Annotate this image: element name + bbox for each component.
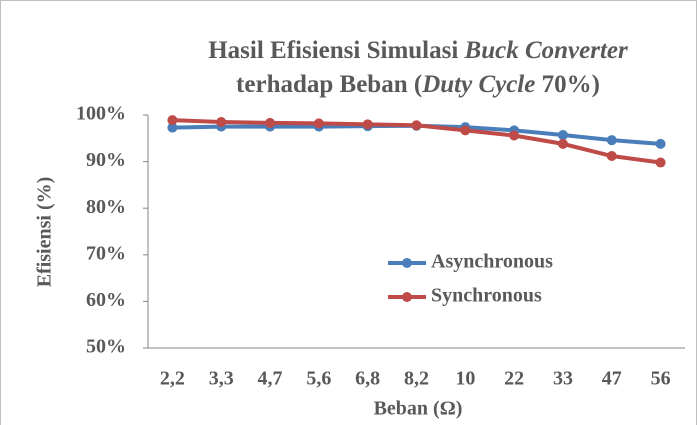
x-tick-label: 4,7 [258,368,283,390]
title-part: terhadap Beban ( [236,71,422,98]
title-part: Buck Converter [464,37,628,64]
data-point [557,130,568,141]
y-tick-label: 70% [86,242,126,264]
data-point [509,130,520,141]
title-part: Hasil Efisiensi Simulasi [208,37,464,64]
data-point [216,116,227,127]
x-tick-label: 10 [455,368,475,390]
data-point [557,138,568,149]
x-tick-label: 47 [602,368,622,390]
data-point [362,119,373,130]
y-tick-label: 90% [86,149,126,171]
x-tick-label: 33 [553,368,573,390]
x-tick-label: 2,2 [160,368,185,390]
legend-label: Asynchronous [431,251,553,273]
data-point [460,125,471,136]
x-tick-label: 6,8 [355,368,380,390]
data-point [313,118,324,129]
legend-marker [402,292,412,302]
data-point [606,135,617,146]
data-point [655,157,666,168]
title-part: 70%) [535,71,600,98]
y-axis-title: Efisiensi (%) [34,177,56,288]
data-point [411,120,422,131]
data-point [265,117,276,128]
data-point [655,138,666,149]
y-tick-label: 50% [86,336,126,358]
x-tick-label: 8,2 [404,368,429,390]
x-tick-label: 5,6 [306,368,331,390]
legend-label: Synchronous [431,285,542,307]
data-point [167,115,178,126]
x-tick-label: 56 [651,368,671,390]
x-axis-title: Beban (Ω) [374,398,463,420]
y-tick-label: 80% [86,196,126,218]
chart-title-line: Hasil Efisiensi Simulasi Buck Converter [208,37,628,64]
legend-marker [402,258,412,268]
data-point [606,151,617,162]
data-point [167,122,178,133]
y-tick-label: 60% [86,289,126,311]
chart-title-line: terhadap Beban (Duty Cycle 70%) [236,71,600,98]
x-tick-label: 22 [504,368,524,390]
y-tick-label: 100% [76,103,126,125]
x-tick-label: 3,3 [209,368,234,390]
title-part: Duty Cycle [421,71,535,98]
